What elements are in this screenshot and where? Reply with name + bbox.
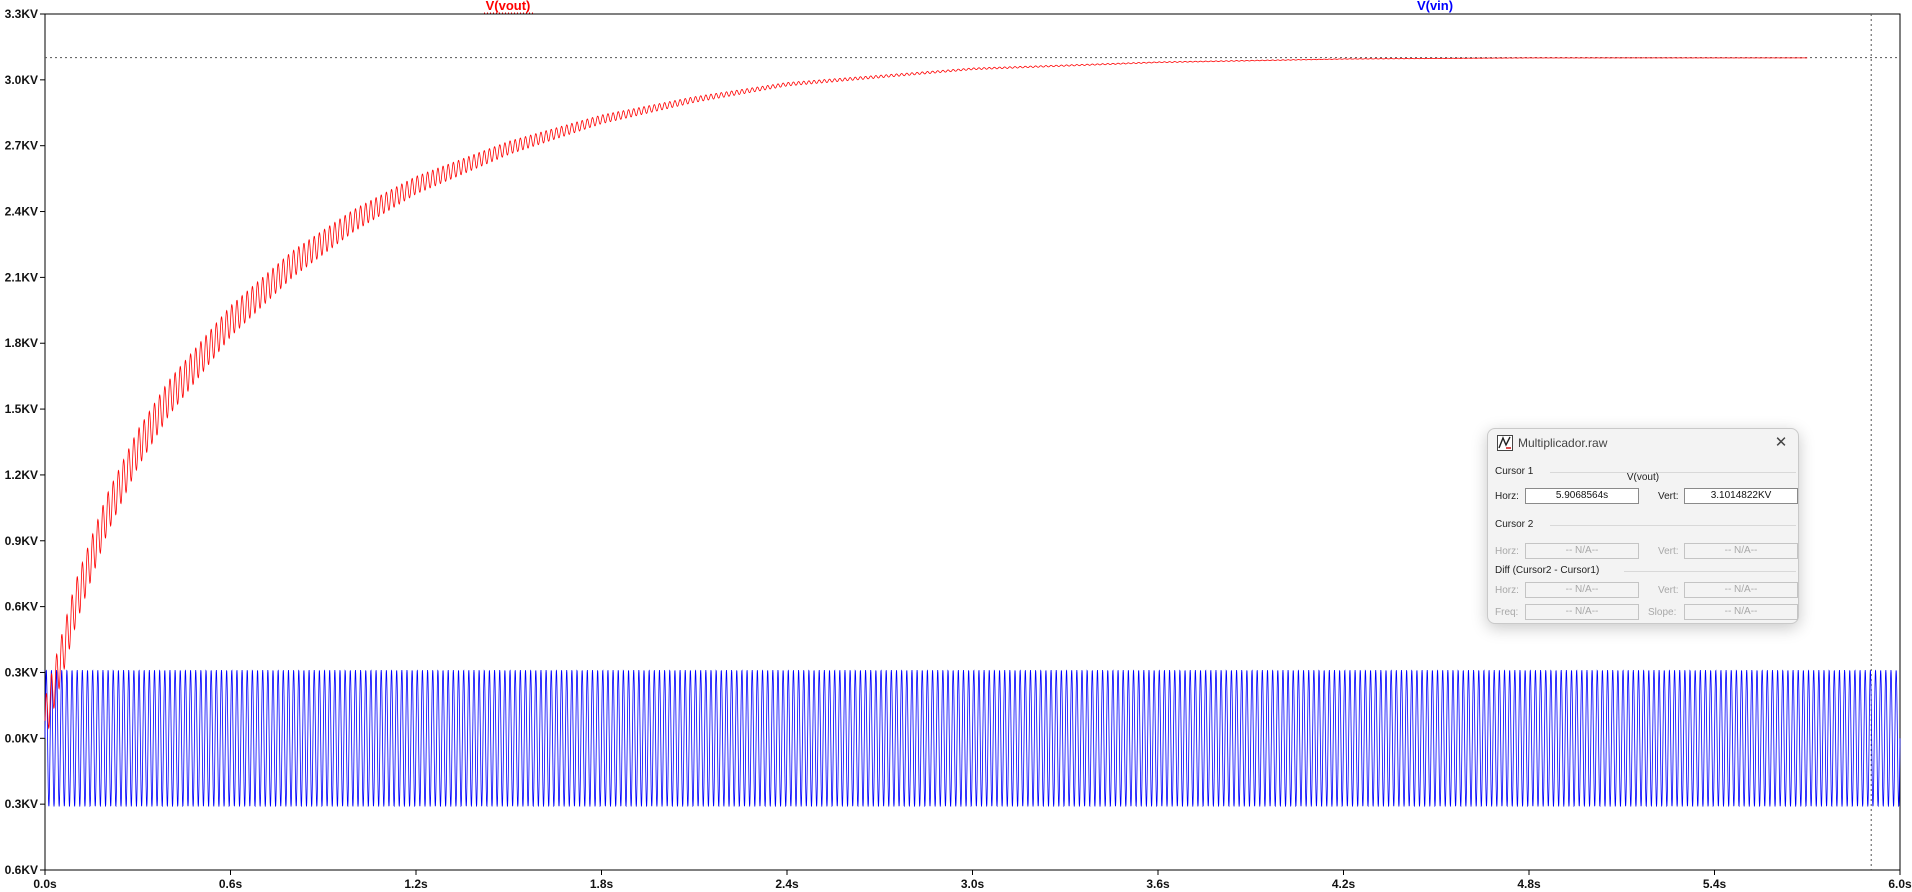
cursor2-label: Cursor 2 <box>1495 519 1534 530</box>
cursor1-horz-label: Horz: <box>1495 491 1519 502</box>
x-tick-label: 1.2s <box>404 877 428 891</box>
y-tick-label: 2.7KV <box>5 139 38 153</box>
diff-freq-label: Freq: <box>1495 607 1519 618</box>
y-tick-label: 0.9KV <box>5 534 38 548</box>
cursor2-divider <box>1550 525 1796 526</box>
y-tick-label: 2.1KV <box>5 270 38 284</box>
legend-vout[interactable]: V(vout) <box>486 0 531 13</box>
y-tick-label: 3.3KV <box>5 7 38 21</box>
cursor1-vert-field[interactable]: 3.1014822KV <box>1684 488 1798 504</box>
legend-layer: V(vout) V(vin) <box>484 0 1453 14</box>
dialog-titlebar[interactable]: Multiplicador.raw ✕ <box>1488 429 1798 457</box>
x-tick-label: 1.8s <box>590 877 614 891</box>
x-tick-label: 0.0s <box>33 877 57 891</box>
y-tick-label: 1.8KV <box>5 336 38 350</box>
diff-freq-field: -- N/A-- <box>1525 604 1639 620</box>
cursor2-vert-label: Vert: <box>1658 546 1679 557</box>
cursor2-horz-field: -- N/A-- <box>1525 543 1639 559</box>
diff-vert-label: Vert: <box>1658 585 1679 596</box>
diff-slope-label: Slope: <box>1648 607 1677 618</box>
ltspice-trace-icon <box>1497 435 1513 451</box>
x-tick-label: 5.4s <box>1703 877 1727 891</box>
cursor1-divider <box>1550 472 1796 473</box>
x-tick-label: 3.0s <box>961 877 985 891</box>
y-tick-label: 0.6KV <box>5 600 38 614</box>
cursor1-label: Cursor 1 <box>1495 466 1534 477</box>
diff-horz-label: Horz: <box>1495 585 1519 596</box>
y-tick-label: 0.3KV <box>5 665 38 679</box>
cursor1-vert-label: Vert: <box>1658 491 1679 502</box>
series-vin-line <box>44 669 1901 808</box>
diff-vert-field: -- N/A-- <box>1684 582 1798 598</box>
cursor1-trace-name: V(vout) <box>1626 472 1660 483</box>
x-tick-label: 2.4s <box>775 877 799 891</box>
cursor2-horz-label: Horz: <box>1495 546 1519 557</box>
diff-label: Diff (Cursor2 - Cursor1) <box>1495 565 1600 576</box>
y-tick-label: 0.3KV <box>5 797 38 811</box>
diff-horz-field: -- N/A-- <box>1525 582 1639 598</box>
y-tick-label: 3.0KV <box>5 73 38 87</box>
series-vout-line <box>44 57 1808 730</box>
diff-divider <box>1624 571 1796 572</box>
y-tick-label: 0.0KV <box>5 731 38 745</box>
cursor-dialog[interactable]: Multiplicador.raw ✕ Cursor 1 V(vout) Hor… <box>1487 428 1799 624</box>
legend-vin[interactable]: V(vin) <box>1417 0 1453 13</box>
cursor2-vert-field: -- N/A-- <box>1684 543 1798 559</box>
axis-layer: 3.3KV 3.0KV 2.7KV 2.4KV 2.1KV 1.8KV 1.5KV 1.2KV… <box>5 7 1912 891</box>
x-tick-label: 0.6s <box>219 877 243 891</box>
x-tick-label: 6.0s <box>1888 877 1912 891</box>
cursor1-horz-field[interactable]: 5.9068564s <box>1525 488 1639 504</box>
y-tick-label: 2.4KV <box>5 205 38 219</box>
x-tick-label: 4.2s <box>1332 877 1356 891</box>
y-tick-label: 1.5KV <box>5 402 38 416</box>
series-layer <box>44 57 1901 808</box>
diff-slope-field: -- N/A-- <box>1684 604 1798 620</box>
dialog-title: Multiplicador.raw <box>1518 436 1608 450</box>
close-icon[interactable]: ✕ <box>1774 434 1788 451</box>
y-tick-label: 0.6KV <box>5 863 38 877</box>
x-tick-label: 4.8s <box>1517 877 1541 891</box>
y-tick-label: 1.2KV <box>5 468 38 482</box>
x-tick-label: 3.6s <box>1146 877 1170 891</box>
